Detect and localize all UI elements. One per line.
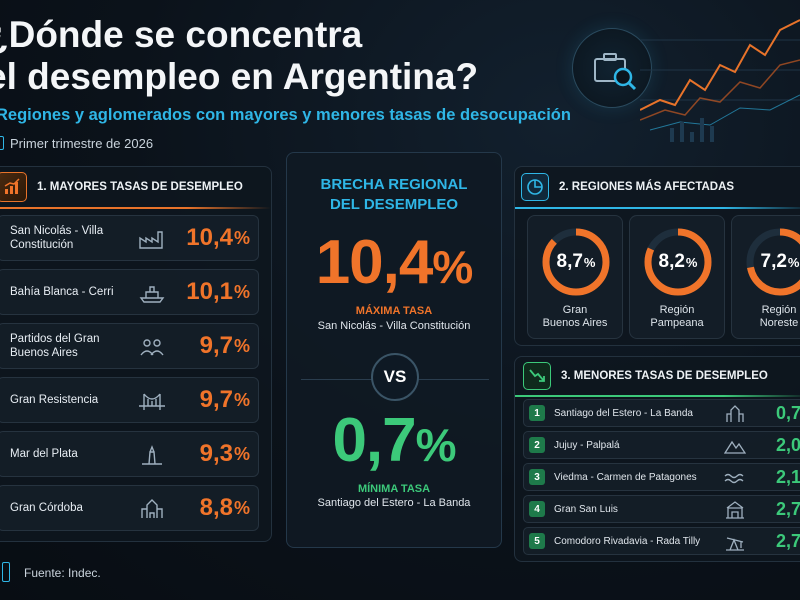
church-icon [726, 405, 744, 422]
mayores-row: Gran Córdoba 8,8% [0, 485, 259, 531]
mountains-icon [724, 440, 746, 454]
menores-row: 3 Viedma - Carmen de Patagones 2,1% [523, 463, 800, 491]
max-label: MÁXIMA TASA [355, 305, 433, 317]
min-label: MÍNIMA TASA [357, 483, 431, 495]
min-place: Santiago del Estero - La Banda [317, 497, 471, 509]
divider [0, 207, 271, 209]
port-ship-icon [139, 286, 165, 303]
vs-badge: VS [371, 353, 419, 401]
region-card: 8,2% Región Pampeana [629, 215, 725, 339]
bridge-icon [139, 393, 165, 410]
source-label: Fuente: Indec. [24, 566, 101, 580]
calendar-icon [0, 136, 4, 150]
regiones-header: 2. REGIONES MÁS AFECTADAS [515, 167, 800, 207]
oil-pump-icon [726, 537, 744, 551]
pie-chart-icon [521, 173, 549, 201]
page-title: ¿Dónde se concentra el desempleo en Arge… [0, 14, 479, 97]
mayores-tasas-panel: 1. MAYORES TASAS DE DESEMPLEO San Nicolá… [0, 166, 272, 542]
region-card: 7,2% Región Noreste [731, 215, 800, 339]
max-value: 10,4% [315, 228, 474, 297]
menores-header: 3. MENORES TASAS DE DESEMPLEO [515, 357, 800, 395]
mayores-row: San Nicolás - Villa Constitución 10,4% [0, 215, 259, 261]
donut-gauge [644, 228, 712, 296]
donut-gauge [746, 228, 800, 296]
menores-row: 5 Comodoro Rivadavia - Rada Tilly 2,7% [523, 527, 800, 555]
menores-row: 4 Gran San Luis 2,7% [523, 495, 800, 523]
mayores-title: 1. MAYORES TASAS DE DESEMPLEO [37, 181, 243, 193]
factory-icon [139, 231, 163, 249]
donut-gauge [542, 228, 610, 296]
regiones-panel: 2. REGIONES MÁS AFECTADAS 8,7% Gran Bueno… [514, 166, 800, 346]
trend-down-icon [523, 362, 551, 390]
people-group-icon [140, 339, 164, 356]
church-icon [141, 499, 163, 518]
waves-icon [724, 473, 744, 484]
region-card: 8,7% Gran Buenos Aires [527, 215, 623, 339]
regiones-title: 2. REGIONES MÁS AFECTADAS [559, 181, 735, 193]
max-place: San Nicolás - Villa Constitución [317, 320, 471, 332]
brecha-panel: BRECHA REGIONAL DEL DESEMPLEO 10,4% MÁXI… [286, 152, 502, 548]
menores-row: 1 Santiago del Estero - La Banda 0,7% [523, 399, 800, 427]
menores-tasas-panel: 3. MENORES TASAS DE DESEMPLEO 1 Santiago… [514, 356, 800, 562]
menores-title: 3. MENORES TASAS DE DESEMPLEO [561, 370, 768, 382]
menores-row: 2 Jujuy - Palpalá 2,0% [523, 431, 800, 459]
mayores-header: 1. MAYORES TASAS DE DESEMPLEO [0, 167, 271, 207]
mayores-row: Partidos del Gran Buenos Aires 9,7% [0, 323, 259, 369]
min-value: 0,7% [332, 406, 456, 475]
lighthouse-icon [142, 445, 162, 465]
brecha-title: BRECHA REGIONAL DEL DESEMPLEO [320, 176, 468, 213]
divider [515, 207, 800, 209]
mayores-row: Bahía Blanca - Cerri 10,1% [0, 269, 259, 315]
bar-chart-up-icon [0, 172, 27, 202]
briefcase-search-icon [572, 28, 652, 108]
mayores-row: Gran Resistencia 9,7% [0, 377, 259, 423]
mayores-row: Mar del Plata 9,3% [0, 431, 259, 477]
divider [515, 395, 800, 397]
document-icon [2, 562, 10, 582]
building-icon [726, 501, 744, 519]
period-label: Primer trimestre de 2026 [10, 136, 154, 151]
trend-chart-icon [640, 19, 800, 142]
page-subtitle: Regiones y aglomerados con mayores y men… [0, 106, 571, 124]
